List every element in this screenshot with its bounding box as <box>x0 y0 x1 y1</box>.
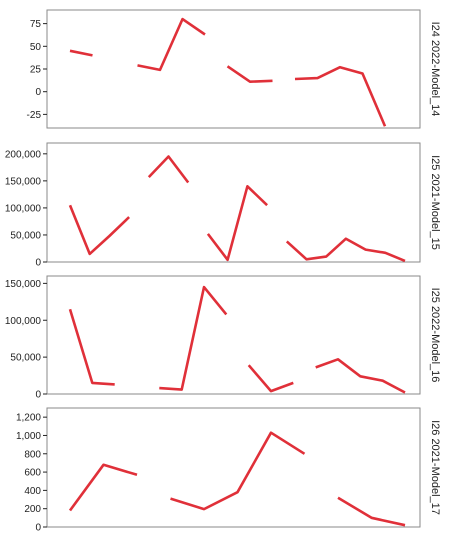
series-line-segment-3 <box>226 65 273 83</box>
series-line-segment-1 <box>68 204 130 256</box>
y-tick-label: 400 <box>24 486 41 497</box>
panel-frame <box>46 142 421 263</box>
panel-label: I25 2021-Model_15 <box>429 155 441 250</box>
panel-label: I25 2022-Model_16 <box>429 288 441 383</box>
series-line-segment-4 <box>315 357 406 394</box>
series-line-segment-4 <box>294 65 387 127</box>
series-line-segment-1 <box>69 49 93 57</box>
y-tick-label: 600 <box>24 468 41 479</box>
y-tick-label: 800 <box>24 449 41 460</box>
series-line-segment-3 <box>337 496 406 527</box>
series-line-segment-2 <box>137 17 206 72</box>
series-line-segment-2 <box>159 285 228 391</box>
y-tick-label: 0 <box>35 390 41 401</box>
y-tick-label: 150,000 <box>5 279 42 290</box>
y-tick-label: 0 <box>35 87 41 98</box>
panel-label: I26 2021-Model_17 <box>429 420 441 515</box>
series-line-segment-1 <box>68 463 138 512</box>
y-tick-label: 150,000 <box>5 176 42 187</box>
y-tick-label: 100,000 <box>5 203 42 214</box>
y-tick-label: 1,000 <box>16 431 41 442</box>
y-tick-label: 200 <box>24 504 41 515</box>
panel-frame <box>46 407 421 528</box>
series-line-segment-3 <box>247 364 294 393</box>
series-line-segment-2 <box>147 155 190 184</box>
y-tick-label: 50,000 <box>10 353 41 364</box>
series-line-segment-2 <box>170 431 306 511</box>
y-tick-label: 100,000 <box>5 316 42 327</box>
chart-panel-3: 0 50,000 100,000 150,000 I25 2022-Model_16 <box>5 275 441 401</box>
y-tick-label: 0 <box>35 523 41 534</box>
y-tick-label: 200,000 <box>5 149 42 160</box>
panel-label: I24 2022-Model_14 <box>429 22 441 117</box>
y-tick-label: 1,200 <box>16 413 41 424</box>
y-tick-label: -25 <box>27 110 42 121</box>
y-tick-label: 0 <box>35 258 41 269</box>
series-line-segment-1 <box>68 308 115 386</box>
panel-frame <box>46 275 421 395</box>
chart-panel-4: 0 200 400 600 800 1,000 1,200 I26 2021-Model_17 <box>16 407 441 534</box>
y-tick-label: 50 <box>30 42 42 53</box>
chart-panel-1: -25 0 25 50 75 I24 2022-Model_14 <box>27 9 441 129</box>
y-tick-label: 50,000 <box>10 230 41 241</box>
chart-panel-2: 0 50,000 100,000 150,000 200,000 I25 2021-Mod… <box>5 142 441 269</box>
series-line-segment-4 <box>285 237 406 263</box>
series-line-segment-3 <box>206 185 268 262</box>
y-tick-label: 25 <box>30 65 42 76</box>
y-tick-label: 75 <box>30 19 42 30</box>
